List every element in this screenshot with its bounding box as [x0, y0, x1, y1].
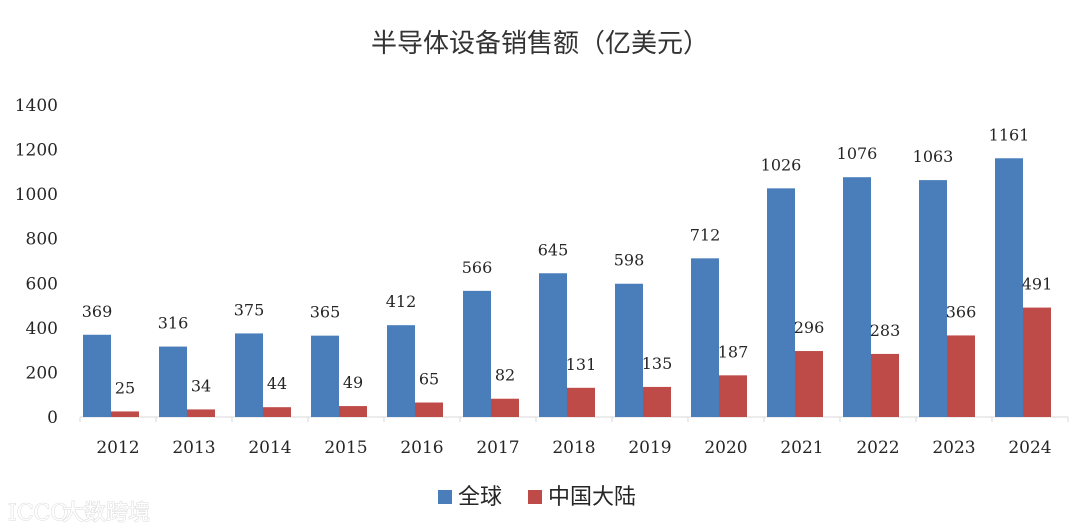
data-label: 135 — [642, 354, 673, 373]
data-label: 566 — [462, 258, 493, 277]
bar-china-2016 — [415, 402, 443, 417]
bar-china-2018 — [567, 387, 595, 417]
bar-china-2024 — [1023, 307, 1051, 417]
data-label: 316 — [158, 314, 189, 333]
bar-global-2015 — [311, 335, 339, 417]
bar-china-2019 — [643, 386, 671, 417]
data-label: 187 — [718, 342, 749, 361]
data-label: 25 — [115, 378, 135, 397]
data-label: 65 — [419, 370, 439, 389]
data-label: 283 — [870, 321, 901, 340]
y-tick-label: 0 — [47, 408, 58, 428]
bar-china-2022 — [871, 353, 899, 417]
watermark: ICCO 大数跨境 — [8, 501, 151, 527]
x-tick-label: 2012 — [96, 438, 139, 458]
data-label: 365 — [310, 303, 341, 322]
bar-global-2016 — [387, 325, 415, 417]
data-label: 44 — [267, 374, 287, 393]
bar-china-2023 — [947, 335, 975, 417]
x-tick-label: 2018 — [552, 438, 595, 458]
data-label: 412 — [386, 292, 417, 311]
data-labels: 369 316 375 365 412 566 645 598 712 1026 1076 1063 1… — [82, 125, 1053, 397]
data-label: 366 — [946, 302, 977, 321]
bar-global-2024 — [995, 158, 1023, 417]
bar-global-2018 — [539, 273, 567, 417]
bar-china-2020 — [719, 375, 747, 417]
bar-global-2022 — [843, 177, 871, 417]
data-label: 375 — [234, 300, 265, 319]
bar-china-2014 — [263, 407, 291, 417]
x-tick-label: 2015 — [324, 438, 367, 458]
legend: 全球 中国大陆 — [438, 485, 636, 510]
x-tick-label: 2019 — [628, 438, 671, 458]
y-tick-label: 1200 — [15, 141, 58, 161]
bar-china-2012 — [111, 411, 139, 417]
bar-china-2021 — [795, 351, 823, 417]
bar-global-2013 — [159, 346, 187, 417]
x-tick-label: 2021 — [780, 438, 823, 458]
data-label: 712 — [690, 225, 721, 244]
x-tick-label: 2016 — [400, 438, 443, 458]
legend-swatch-global — [438, 490, 452, 504]
x-axis: 2012 2013 2014 2015 2016 2017 2018 2019 2020 2021… — [79, 416, 1069, 458]
chart-title: 半导体设备销售额（亿美元） — [371, 29, 709, 59]
data-label: 369 — [82, 302, 113, 321]
data-label: 296 — [794, 318, 825, 337]
x-tick-label: 2013 — [172, 438, 215, 458]
y-tick-label: 600 — [26, 274, 58, 294]
data-label: 1161 — [989, 125, 1030, 144]
bar-global-2012 — [83, 334, 111, 417]
data-label: 1076 — [837, 144, 878, 163]
data-label: 34 — [191, 376, 211, 395]
data-label: 491 — [1022, 275, 1053, 294]
bar-global-2019 — [615, 283, 643, 417]
x-tick-label: 2023 — [932, 438, 975, 458]
bar-china-2017 — [491, 398, 519, 417]
x-tick-label: 2020 — [704, 438, 747, 458]
y-tick-label: 200 — [26, 363, 58, 383]
data-label: 49 — [343, 373, 363, 392]
x-tick-label: 2014 — [248, 438, 291, 458]
legend-label-china: 中国大陆 — [548, 485, 636, 510]
watermark-text: 大数跨境 — [62, 501, 150, 526]
x-tick-label: 2017 — [476, 438, 519, 458]
data-label: 131 — [566, 355, 597, 374]
x-tick-label: 2022 — [856, 438, 899, 458]
data-label: 1063 — [913, 147, 954, 166]
data-label: 1026 — [761, 155, 802, 174]
legend-label-global: 全球 — [458, 485, 502, 510]
bar-global-2023 — [919, 180, 947, 417]
x-tick-label: 2024 — [1008, 438, 1051, 458]
bar-china-2013 — [187, 409, 215, 417]
y-tick-label: 1400 — [15, 96, 58, 116]
watermark-logo: ICCO — [8, 501, 68, 526]
bar-china-2015 — [339, 406, 367, 417]
y-axis: 0 200 400 600 800 1000 1200 1400 — [15, 96, 58, 428]
bars — [83, 158, 1051, 417]
y-tick-label: 800 — [26, 230, 58, 250]
bar-global-2021 — [767, 188, 795, 417]
y-tick-label: 1000 — [15, 185, 58, 205]
legend-swatch-china — [528, 490, 542, 504]
data-label: 598 — [614, 251, 645, 270]
y-tick-label: 400 — [26, 319, 58, 339]
bar-global-2020 — [691, 258, 719, 417]
data-label: 645 — [538, 240, 569, 259]
bar-global-2017 — [463, 290, 491, 417]
bar-global-2014 — [235, 333, 263, 417]
data-label: 82 — [495, 366, 515, 385]
